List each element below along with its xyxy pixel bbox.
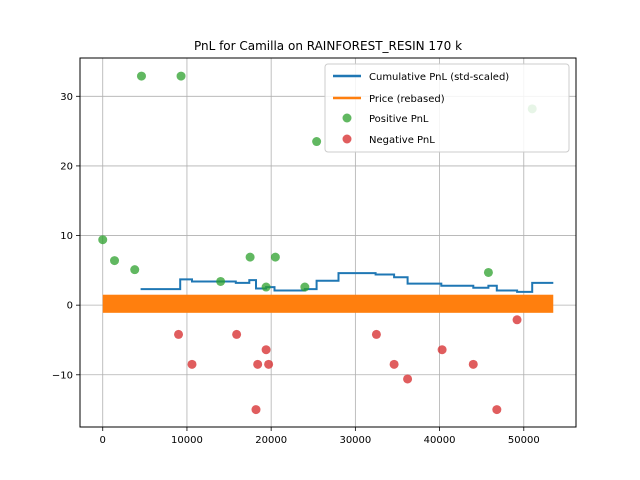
legend: Cumulative PnL (std-scaled) Price (rebas…: [324, 63, 570, 153]
cumulative-pnl-line: [140, 272, 554, 293]
chart-title: PnL for Camilla on RAINFOREST_RESIN 170 …: [194, 39, 462, 53]
price-series: [102, 294, 554, 313]
negative-pnl-point: [232, 329, 242, 339]
legend-box: [324, 63, 570, 153]
cumulative-pnl-series: [140, 272, 554, 293]
negative-pnl-point: [187, 359, 197, 369]
positive-pnl-point: [216, 276, 226, 286]
legend-label-price: Price (rebased): [369, 94, 445, 105]
y-tick-label: −10: [52, 370, 73, 381]
negative-pnl-point: [261, 345, 271, 355]
negative-pnl-point: [512, 315, 522, 325]
x-tick-label: 50000: [508, 435, 540, 446]
positive-pnl-point: [270, 252, 280, 262]
y-tick-label: 20: [60, 161, 73, 172]
y-tick-label: 0: [67, 301, 73, 312]
negative-pnl-point: [253, 359, 263, 369]
x-tick-label: 0: [100, 435, 106, 446]
x-tick-label: 10000: [171, 435, 203, 446]
price-band: [102, 294, 554, 313]
legend-label-positive: Positive PnL: [369, 114, 429, 125]
positive-pnl-point: [300, 282, 310, 292]
axis-ticks: 0 10000 20000 30000 40000 50000 −10 0 10 20 30: [52, 92, 540, 446]
negative-pnl-point: [264, 359, 274, 369]
positive-pnl-point: [261, 282, 271, 292]
negative-pnl-point: [174, 329, 184, 339]
negative-pnl-point: [251, 405, 261, 415]
positive-pnl-point: [98, 235, 108, 245]
negative-pnl-point: [403, 374, 413, 384]
negative-pnl-point: [371, 329, 381, 339]
plot-area-frame: [79, 57, 577, 428]
x-tick-label: 20000: [255, 435, 287, 446]
positive-pnl-point: [483, 267, 493, 277]
positive-pnl-point: [110, 256, 120, 266]
legend-swatch-positive: [342, 113, 352, 123]
pnl-scatter-points: [98, 71, 537, 415]
positive-pnl-point: [312, 137, 322, 147]
legend-swatch-negative: [342, 134, 352, 144]
negative-pnl-point: [389, 359, 399, 369]
x-tick-label: 30000: [339, 435, 371, 446]
negative-pnl-point: [492, 405, 502, 415]
y-tick-label: 30: [60, 92, 73, 103]
positive-pnl-point: [130, 265, 140, 275]
y-tick-label: 10: [60, 231, 73, 242]
positive-pnl-point: [245, 252, 255, 262]
x-tick-label: 40000: [424, 435, 456, 446]
legend-label-negative: Negative PnL: [369, 135, 435, 146]
negative-pnl-point: [437, 345, 447, 355]
legend-label-cumulative: Cumulative PnL (std-scaled): [369, 72, 509, 83]
negative-pnl-point: [468, 359, 478, 369]
positive-pnl-point: [136, 71, 146, 81]
positive-pnl-point: [176, 71, 186, 81]
